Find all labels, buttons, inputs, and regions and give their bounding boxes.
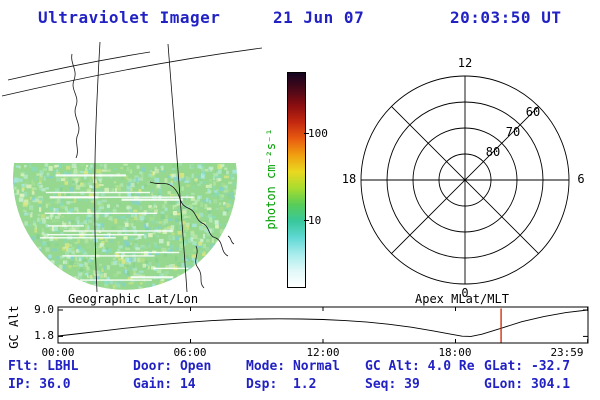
status-gcalt: GC Alt: 4.0 Re xyxy=(365,359,475,374)
xtick-2359: 23:59 xyxy=(550,346,584,359)
ytick-9: 9.0 xyxy=(34,303,54,316)
status-seq: Seq: 39 xyxy=(365,377,420,392)
colorbar xyxy=(287,72,306,288)
mlt-label-12: 12 xyxy=(457,56,473,70)
ring-label-70: 70 xyxy=(505,125,521,139)
timeline-ticks xyxy=(57,307,589,343)
header-time: 20:03:50 UT xyxy=(450,8,562,27)
status-glon: GLon: 304.1 xyxy=(484,377,571,392)
polar-mlat-mlt-grid xyxy=(360,75,570,285)
status-ip: IP: 36.0 xyxy=(8,377,71,392)
timeline-ylabel: GC Alt xyxy=(7,305,21,349)
polar-panel-title: Apex MLat/MLT xyxy=(415,292,509,306)
status-glat: GLat: -32.7 xyxy=(484,359,571,374)
mlt-label-0: 0 xyxy=(461,286,469,300)
xtick-0600: 06:00 xyxy=(173,346,207,359)
colorbar-tick-mark xyxy=(304,220,309,221)
colorbar-gradient xyxy=(288,73,305,287)
mlt-label-6: 6 xyxy=(577,172,585,186)
status-dsp: Dsp: 1.2 xyxy=(246,377,317,392)
ring-label-60: 60 xyxy=(525,105,541,119)
colorbar-tick-mark xyxy=(304,133,309,134)
status-flt: Flt: LBHL xyxy=(8,359,79,374)
map-grid-lines xyxy=(1,41,263,293)
geographic-map xyxy=(1,41,263,293)
timeline-plot xyxy=(57,306,589,344)
colorbar-unit-label: photon cm⁻²s⁻¹ xyxy=(264,128,278,230)
ring-label-80: 80 xyxy=(485,145,501,159)
colorbar-tick-label-100: 100 xyxy=(308,127,328,140)
status-door: Door: Open xyxy=(133,359,212,374)
colorbar-tick-label-10: 10 xyxy=(308,214,322,227)
xtick-1800: 18:00 xyxy=(438,346,472,359)
status-mode: Mode: Normal xyxy=(246,359,340,374)
map-panel-title: Geographic Lat/Lon xyxy=(68,292,199,306)
coastlines xyxy=(71,53,235,289)
orbit-altitude-curve xyxy=(57,309,588,337)
mlt-label-18: 18 xyxy=(341,172,357,186)
header-date: 21 Jun 07 xyxy=(273,8,365,27)
ytick-1-8: 1.8 xyxy=(34,329,54,342)
app-title: Ultraviolet Imager xyxy=(38,8,221,27)
xtick-1200: 12:00 xyxy=(306,346,340,359)
uv-emission-image xyxy=(12,163,238,290)
xtick-0000: 00:00 xyxy=(41,346,75,359)
polar-circles-and-spokes xyxy=(360,75,570,285)
status-gain: Gain: 14 xyxy=(133,377,196,392)
